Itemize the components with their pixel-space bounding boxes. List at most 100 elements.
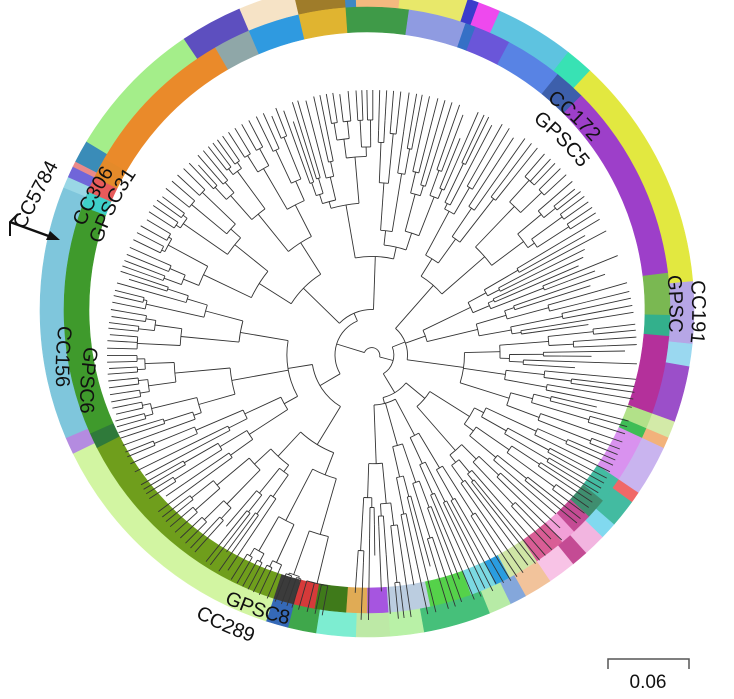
tree-branch (214, 520, 224, 531)
tree-branch (599, 400, 632, 408)
tree-branch (238, 320, 244, 343)
tree-branch (504, 427, 509, 434)
tree-branch (328, 139, 334, 162)
tree-branch (339, 94, 344, 122)
tree-branch (292, 121, 301, 142)
tree-branch (286, 200, 305, 210)
tree-branch (506, 452, 555, 488)
tree-branch (475, 323, 480, 336)
tree-branch (268, 143, 274, 152)
tree-branch (461, 162, 466, 165)
tree-branch (562, 310, 603, 320)
tree-branch (112, 301, 142, 309)
tree-branch (546, 389, 600, 402)
tree-branch (311, 364, 341, 407)
tree-branch (138, 328, 155, 332)
tree-branch (572, 361, 637, 365)
tree-branch (443, 500, 447, 504)
tree-branch (395, 398, 415, 436)
tree-branch (468, 556, 486, 589)
tree-branch (475, 426, 510, 451)
tree-branch (393, 247, 397, 259)
tree-branch (405, 513, 418, 567)
tree-branch (538, 200, 550, 212)
tree-branch (168, 265, 172, 272)
tree-branch (198, 164, 214, 182)
tree-branch (528, 515, 552, 540)
tree-branch (380, 502, 391, 505)
tree-branch (504, 433, 549, 460)
tree-branch (148, 280, 169, 288)
tree-branch (409, 437, 423, 464)
tree-branch (225, 497, 252, 527)
tree-branch (168, 244, 208, 267)
label-cc156: CC156 (51, 325, 76, 388)
tree-branch (464, 423, 474, 432)
tree-branch (280, 135, 287, 139)
gpsc-segment-2 (345, 6, 410, 36)
tree-branch (124, 260, 153, 272)
tree-branch (430, 492, 435, 496)
tree-branch (329, 176, 337, 201)
tree-branch (127, 444, 156, 458)
tree-branch (228, 418, 248, 429)
tree-branch (437, 238, 456, 264)
tree-branch (378, 526, 382, 592)
tree-branch (228, 512, 251, 542)
tree-branch (524, 153, 545, 177)
tree-branch (523, 363, 538, 366)
tree-branch (165, 296, 187, 303)
tree-branch (234, 127, 251, 155)
tree-branch (547, 290, 599, 306)
gpsc-segment-27 (314, 583, 348, 613)
tree-branch (531, 402, 590, 421)
tree-branch (509, 179, 530, 203)
tree-branch (493, 459, 500, 466)
tree-branch (241, 124, 257, 151)
tree-branch (434, 493, 452, 530)
tree-branch (140, 391, 150, 394)
tree-branch (207, 146, 228, 171)
tree-branch (530, 527, 553, 551)
tree-branch (190, 525, 212, 549)
tree-branch (198, 266, 209, 286)
tree-branch (157, 259, 172, 267)
tree-branch (499, 340, 549, 346)
tree-branch (469, 435, 497, 458)
tree-branch (140, 225, 168, 241)
tree-branch (394, 582, 396, 589)
tree-branch (133, 239, 161, 254)
tree-branch (232, 168, 242, 175)
tree-branch (373, 398, 396, 406)
tree-branch (602, 336, 637, 340)
tree-branch (553, 188, 576, 207)
tree-branch (180, 274, 186, 285)
cc-ring (39, 0, 695, 638)
tree-branch (259, 553, 265, 562)
tree-branch (446, 546, 460, 580)
tree-branch (107, 360, 138, 363)
tree-branch (527, 476, 558, 501)
tree-branch (549, 181, 573, 202)
tree-branch (194, 426, 198, 434)
cc-segment-28 (315, 608, 357, 638)
tree-branch (360, 562, 364, 620)
tree-branch (355, 256, 394, 260)
tree-branch (459, 382, 510, 399)
tree-branch (155, 324, 182, 330)
tree-branch (166, 460, 184, 471)
tree-branch (468, 206, 475, 211)
tree-branch (392, 446, 401, 478)
tree-branch (383, 346, 395, 375)
tree-branch (197, 154, 218, 179)
tree-branch (262, 113, 277, 141)
tree-branch (395, 588, 399, 619)
tree-branch (397, 131, 405, 174)
tree-branch (560, 235, 586, 250)
tree-branch (290, 273, 321, 305)
tree-branch (606, 344, 637, 347)
tree-branch (159, 418, 196, 433)
tree-branch (405, 382, 426, 399)
tree-branch (572, 476, 599, 494)
tree-branch (395, 328, 408, 360)
